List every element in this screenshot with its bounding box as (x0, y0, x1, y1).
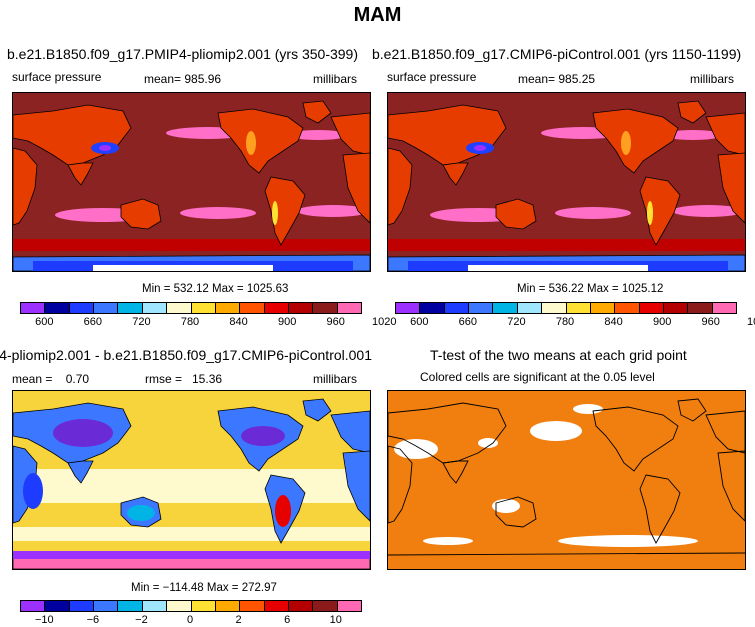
colorbar-tick-label: 780 (180, 316, 200, 328)
colorbar-swatch (396, 303, 421, 313)
colorbar-tick-label: 1020 (747, 316, 755, 328)
colorbar-swatch (191, 601, 216, 611)
colorbar-tick-label: 0 (186, 614, 194, 626)
minmax-top-right: Min = 536.22 Max = 1025.12 (517, 283, 664, 295)
colorbar-swatch (712, 303, 737, 313)
map-bottom-left (12, 390, 371, 570)
colorbar-swatch (663, 303, 689, 313)
panel-title-bottom-left: b.e21.B1850.f09_g17.PMIP4-pliomip2.001 -… (0, 347, 372, 363)
colorbar-swatch (639, 303, 664, 313)
colorbar-swatch (118, 601, 143, 611)
page-title: MAM (353, 4, 402, 26)
colorbar-swatch (566, 303, 591, 313)
colorbar-swatch (264, 303, 289, 313)
colorbar-swatch (337, 303, 362, 313)
colorbar-tick-label: 2 (235, 614, 242, 626)
colorbar-swatch (69, 303, 95, 313)
mean-label-top-right: mean= 985.25 (518, 72, 596, 86)
units-label-top-right: millibars (690, 72, 735, 86)
colorbar-swatch (420, 303, 445, 313)
colorbar-swatch (469, 303, 494, 313)
colorbar-swatch (94, 303, 119, 313)
colorbar-swatch (590, 303, 616, 313)
panel-title-bottom-right: T-test of the two means at each grid poi… (430, 347, 687, 363)
map-bottom-right (387, 390, 746, 570)
colorbar-swatch (313, 601, 338, 611)
units-label-top-left: millibars (313, 72, 358, 86)
colorbar-swatch (94, 601, 119, 611)
map-top-right (387, 92, 746, 272)
variable-label-top-right: surface pressure (387, 70, 477, 84)
colorbar-tick-label: 660 (83, 316, 103, 328)
colorbar-swatch (21, 601, 46, 611)
colorbar-tick-label: 840 (229, 316, 248, 328)
colorbar-tick-label: 720 (132, 316, 151, 328)
colorbar-tick-label: −10 (34, 614, 54, 626)
colorbar-swatch (313, 303, 338, 313)
colorbar-swatch (118, 303, 143, 313)
colorbar-tick-label: 960 (326, 316, 345, 328)
colorbar-tick-label: 600 (35, 316, 54, 328)
mean-label-top-left: mean= 985.96 (144, 72, 222, 86)
colorbar-tick-label: 960 (701, 316, 720, 328)
mean-label-bottom-left: mean = 0.70 (12, 372, 90, 386)
colorbar-swatch (542, 303, 567, 313)
colorbar-tick-label: 900 (652, 316, 672, 328)
colorbar-bottom-left (20, 600, 362, 612)
rmse-label-bottom-left: rmse = 15.36 (145, 372, 223, 386)
colorbar-swatch (21, 303, 46, 313)
map-top-left (12, 92, 371, 272)
colorbar-swatch (264, 601, 289, 611)
colorbar-swatch (688, 303, 713, 313)
colorbar-tick-label: 840 (604, 316, 623, 328)
colorbar-tick-label: 900 (277, 316, 297, 328)
colorbar-tick-label: 1020 (372, 316, 397, 328)
colorbar-tick-label: 720 (507, 316, 526, 328)
variable-label-top-left: surface pressure (12, 70, 102, 84)
colorbar-tick-label: 10 (329, 614, 342, 626)
colorbar-swatch (142, 601, 168, 611)
colorbar-swatch (288, 303, 314, 313)
colorbar-swatch (215, 601, 241, 611)
colorbar-top-left (20, 302, 362, 314)
colorbar-tick-label: 660 (458, 316, 478, 328)
colorbar-swatch (444, 303, 470, 313)
colorbar-swatch (288, 601, 314, 611)
colorbar-swatch (240, 601, 265, 611)
colorbar-tick-label: −2 (135, 614, 148, 626)
colorbar-swatch (493, 303, 518, 313)
colorbar-swatch (45, 601, 70, 611)
panel-title-top-left: b.e21.B1850.f09_g17.PMIP4-pliomip2.001 (… (7, 46, 358, 62)
colorbar-top-right (395, 302, 737, 314)
colorbar-swatch (191, 303, 216, 313)
colorbar-swatch (215, 303, 241, 313)
colorbar-swatch (167, 303, 192, 313)
minmax-top-left: Min = 532.12 Max = 1025.63 (142, 283, 289, 295)
colorbar-tick-label: 780 (555, 316, 575, 328)
colorbar-swatch (69, 601, 95, 611)
colorbar-swatch (337, 601, 362, 611)
minmax-bottom-left: Min = −114.48 Max = 272.97 (131, 582, 277, 594)
panel-title-top-right: b.e21.B1850.f09_g17.CMIP6-piControl.001 … (372, 46, 742, 62)
colorbar-tick-label: 6 (284, 614, 291, 626)
colorbar-swatch (167, 601, 192, 611)
units-label-bottom-left: millibars (313, 372, 358, 386)
colorbar-swatch (240, 303, 265, 313)
colorbar-tick-label: 600 (410, 316, 429, 328)
colorbar-swatch (45, 303, 70, 313)
colorbar-tick-label: −6 (86, 614, 100, 626)
colorbar-swatch (142, 303, 168, 313)
panel-subtitle-bottom-right: Colored cells are significant at the 0.0… (420, 370, 655, 384)
colorbar-swatch (615, 303, 640, 313)
colorbar-swatch (517, 303, 543, 313)
